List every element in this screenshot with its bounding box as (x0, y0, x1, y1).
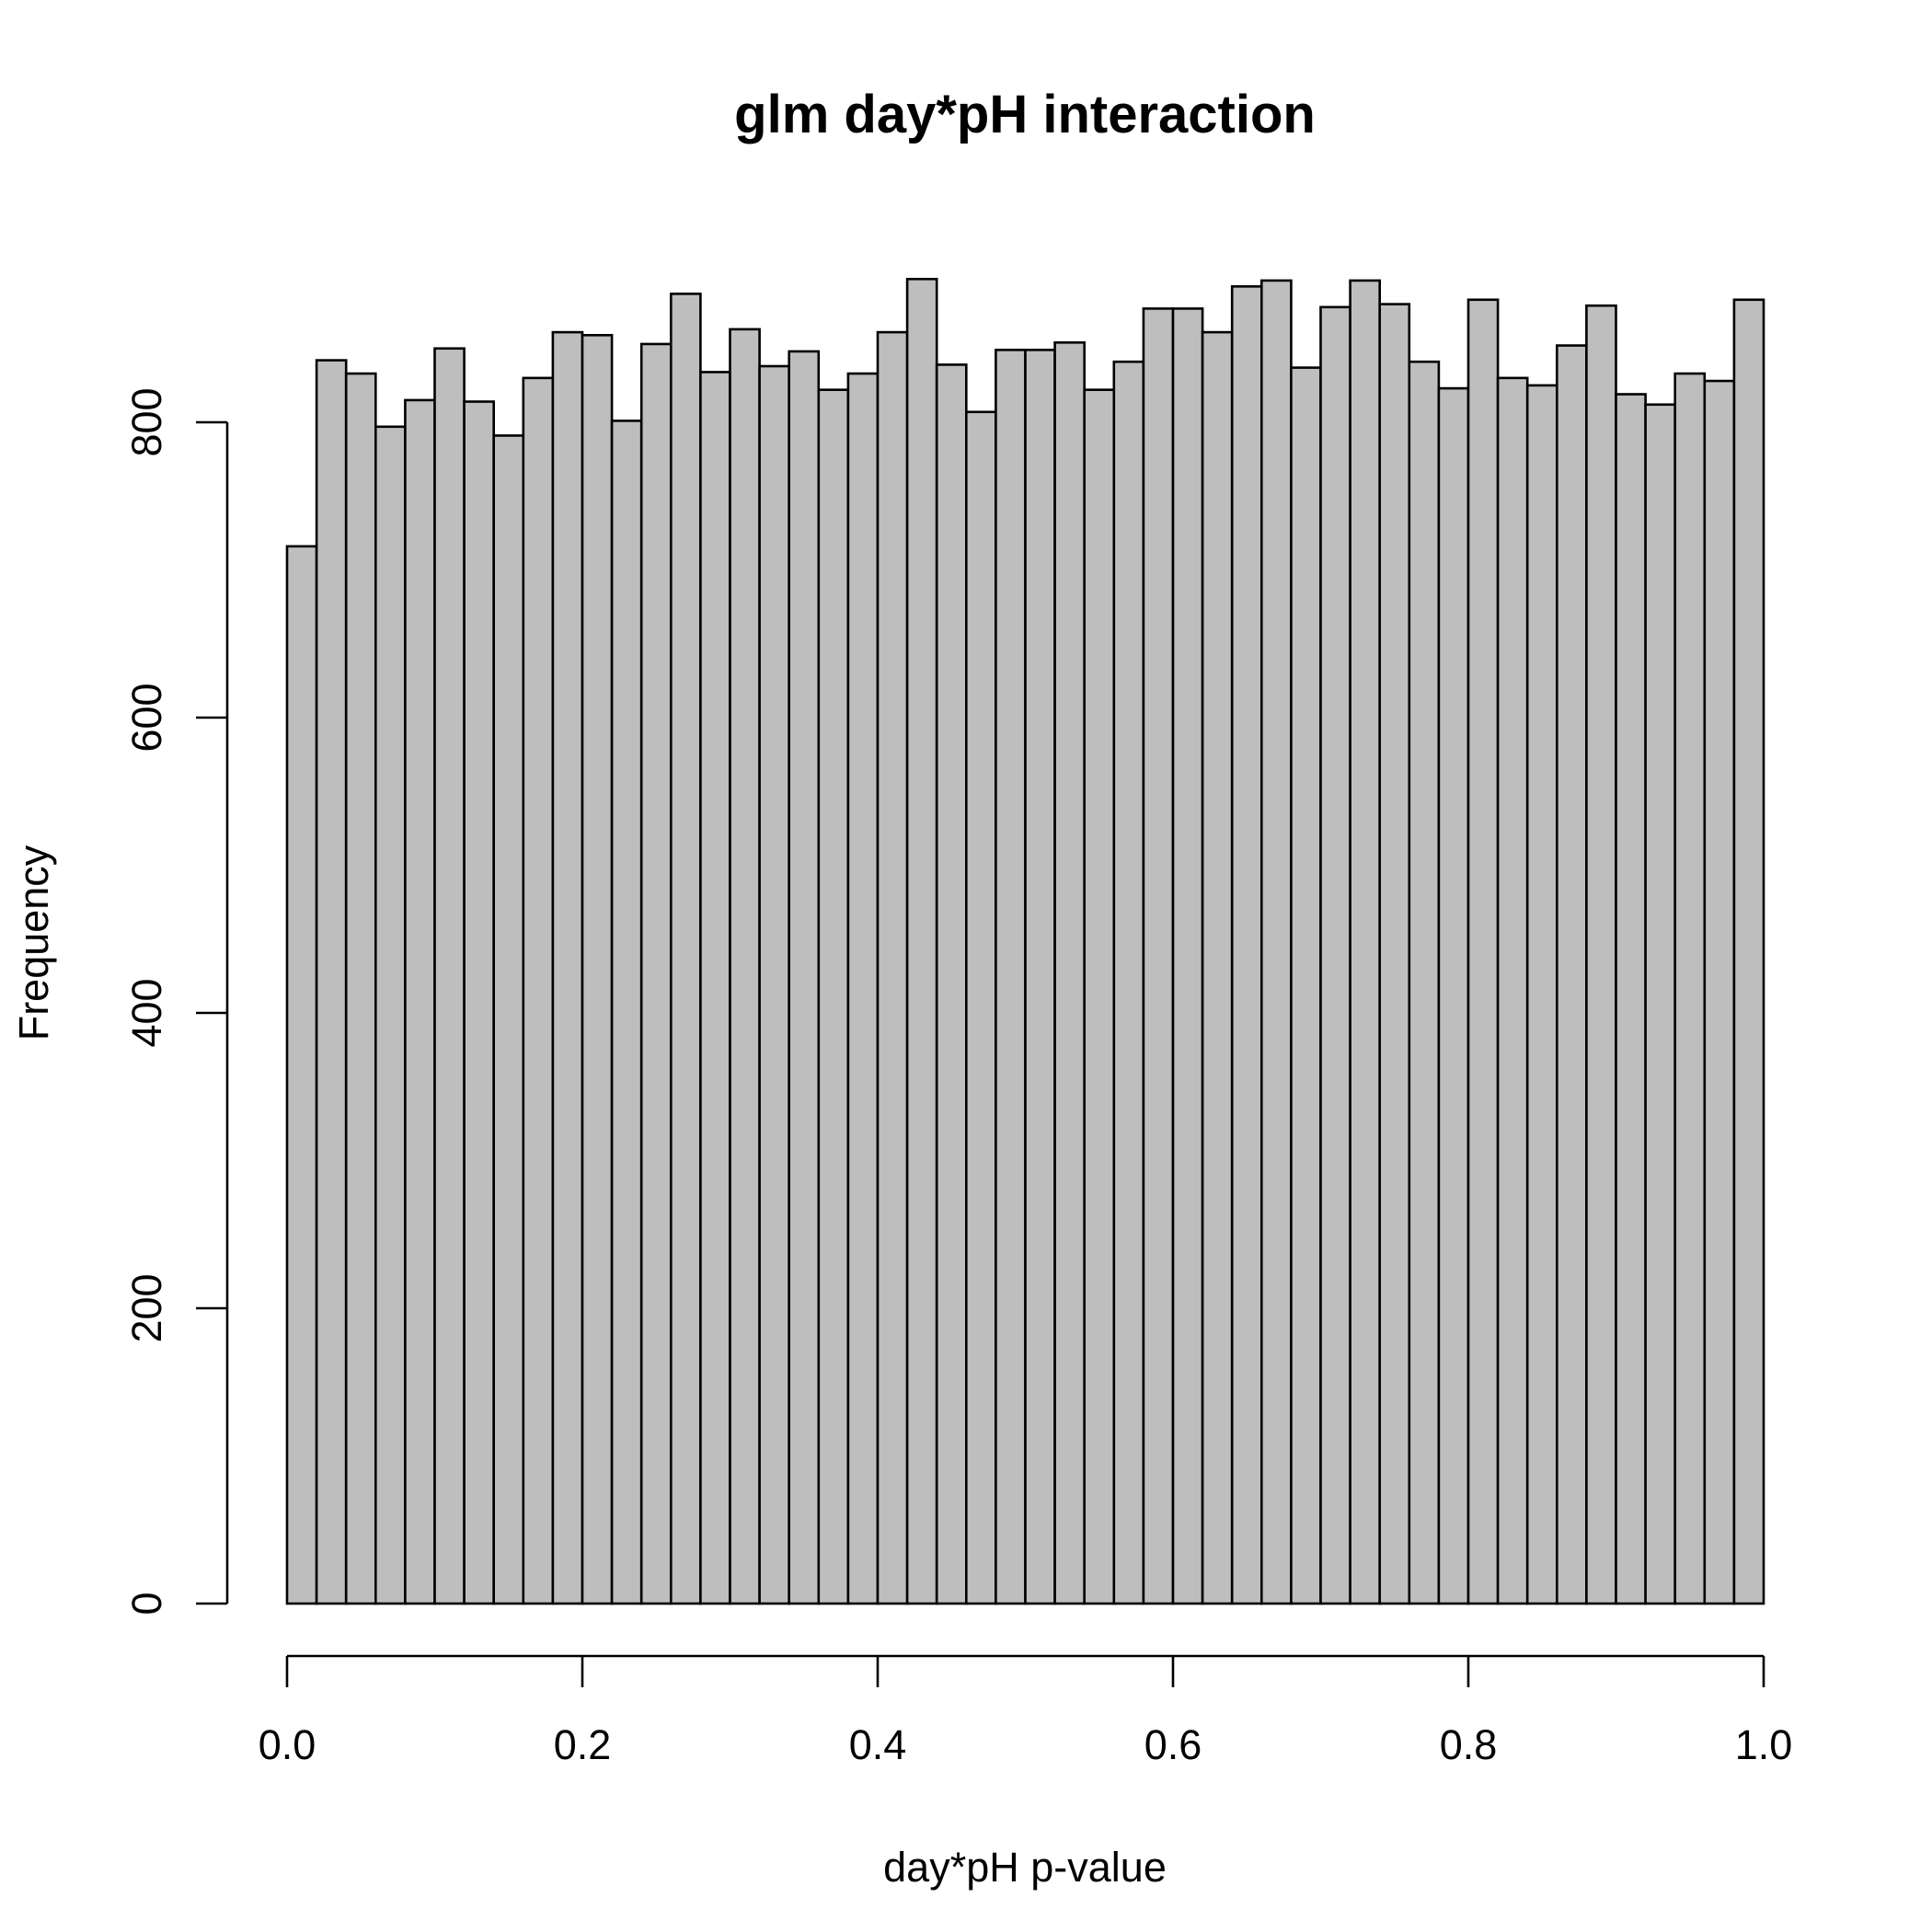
histogram-bar (905, 278, 938, 1605)
histogram-bar (846, 372, 880, 1605)
histogram-bar (1378, 303, 1411, 1605)
histogram-bar (1290, 366, 1322, 1605)
histogram-bar (1230, 285, 1263, 1605)
histogram-bar (522, 376, 555, 1605)
histogram-bar (492, 434, 525, 1605)
histogram-bar (639, 342, 673, 1605)
histogram-bar (1556, 344, 1588, 1605)
histogram-bar (1319, 305, 1351, 1605)
y-tick-label: 800 (123, 387, 170, 456)
histogram-bar (1053, 341, 1086, 1605)
histogram-bar (876, 330, 909, 1605)
histogram-bar (374, 425, 407, 1605)
histogram-bar (1525, 384, 1558, 1605)
y-axis: 0 200 400 600 800 (123, 387, 229, 1616)
x-tick-label: 0.0 (259, 1721, 316, 1768)
histogram-bar (463, 400, 496, 1605)
histogram-bar (1466, 298, 1500, 1605)
histogram-bar (610, 420, 643, 1605)
y-tick-label: 400 (123, 978, 170, 1047)
histogram-bar (758, 364, 790, 1605)
histogram-bar (995, 349, 1027, 1605)
histogram-bar (1083, 388, 1116, 1605)
histogram-bar (935, 363, 968, 1605)
x-tick-label: 0.6 (1144, 1721, 1202, 1768)
histogram-bar (315, 359, 348, 1605)
histogram-bar (1644, 403, 1676, 1605)
x-tick-label: 0.2 (554, 1721, 612, 1768)
histogram-bar (729, 328, 761, 1605)
y-tick-label: 600 (123, 683, 170, 752)
histogram-bar (1673, 372, 1707, 1605)
histogram-bar (1437, 386, 1470, 1605)
x-axis: 0.0 0.2 0.4 0.6 0.8 1.0 (259, 1654, 1793, 1768)
histogram-bar (1703, 379, 1736, 1605)
histogram-bar (699, 371, 731, 1605)
x-tick-label: 0.8 (1440, 1721, 1498, 1768)
histogram-bar (1615, 393, 1647, 1605)
histogram-bar (788, 350, 821, 1605)
histogram-bar (1585, 304, 1617, 1605)
bars-group (285, 278, 1765, 1605)
histogram-bar (1732, 298, 1765, 1605)
histogram-bar (433, 347, 466, 1605)
histogram-bar (1142, 307, 1175, 1605)
histogram-bar (285, 545, 318, 1605)
histogram-bar (669, 293, 702, 1605)
y-tick-label: 0 (123, 1592, 170, 1615)
x-axis-label: day*pH p-value (883, 1844, 1167, 1891)
histogram-bar (1408, 360, 1441, 1605)
histogram-bar (965, 410, 997, 1605)
histogram-bar (1349, 279, 1381, 1605)
histogram-bar (1112, 360, 1145, 1605)
y-tick-label: 200 (123, 1273, 170, 1342)
histogram-bar (817, 388, 850, 1605)
histogram-bar (1171, 307, 1204, 1605)
histogram-bar (1260, 279, 1293, 1605)
x-tick-label: 0.4 (849, 1721, 907, 1768)
histogram-bar (1024, 349, 1056, 1605)
x-tick-label: 1.0 (1735, 1721, 1793, 1768)
chart-title: glm day*pH interaction (734, 85, 1316, 144)
histogram-bar (344, 372, 377, 1605)
histogram-bar (581, 334, 614, 1605)
histogram-bar (551, 330, 584, 1605)
histogram-bar (1201, 330, 1234, 1605)
y-axis-label: Frequency (10, 845, 57, 1041)
histogram-bar (404, 398, 436, 1605)
histogram-bar (1496, 376, 1529, 1605)
